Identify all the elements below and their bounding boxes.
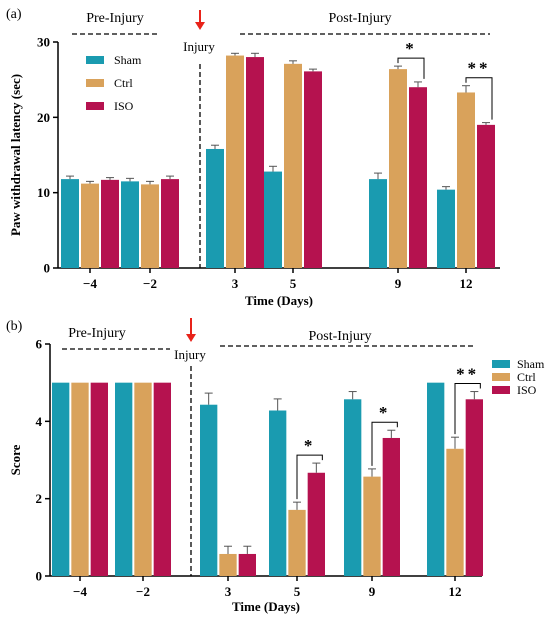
- injury-arrow-head: [195, 22, 205, 30]
- post-injury-label: Post-Injury: [309, 329, 372, 344]
- significance-bracket: [371, 421, 398, 466]
- bar-iso: [153, 382, 171, 576]
- bar-iso: [382, 437, 400, 576]
- x-axis-label: Time (Days): [232, 599, 300, 614]
- bar-sham: [269, 410, 287, 576]
- bar-sham: [264, 171, 282, 268]
- bar-iso: [101, 179, 119, 268]
- legend-label-sham: Sham: [114, 53, 142, 67]
- x-tick-label: −2: [136, 584, 150, 599]
- x-tick-label: 9: [369, 584, 376, 599]
- x-tick-label: 3: [232, 276, 239, 291]
- significance-bracket: [296, 454, 323, 500]
- bar-ctrl: [219, 553, 237, 576]
- x-tick-label: −2: [143, 276, 157, 291]
- bar-ctrl: [288, 509, 306, 576]
- bar-ctrl: [363, 476, 381, 576]
- legend-label-sham: Sham: [517, 357, 545, 371]
- bar-sham: [61, 179, 79, 268]
- legend-swatch-ctrl: [86, 79, 104, 87]
- significance-marker: **: [456, 365, 479, 384]
- bar-ctrl: [134, 382, 152, 576]
- bar-iso: [307, 472, 325, 576]
- y-tick-label: 30: [37, 35, 50, 50]
- significance-marker: *: [405, 39, 417, 58]
- bar-iso: [304, 71, 322, 268]
- legend-label-iso: ISO: [114, 99, 134, 113]
- panel-label: (b): [6, 319, 23, 334]
- y-tick-label: 2: [36, 491, 43, 506]
- bar-ctrl: [226, 55, 244, 269]
- legend-label-ctrl: Ctrl: [114, 76, 133, 90]
- legend-swatch-sham: [86, 56, 104, 64]
- bar-ctrl: [446, 448, 464, 576]
- x-tick-label: 3: [225, 584, 232, 599]
- bar-iso: [477, 124, 495, 268]
- bar-iso: [465, 399, 483, 576]
- post-injury-label: Post-Injury: [329, 11, 392, 26]
- legend-swatch-sham: [492, 360, 510, 368]
- x-axis-label: Time (Days): [245, 293, 313, 308]
- bar-sham: [115, 382, 133, 576]
- y-axis-label: Score: [8, 444, 23, 475]
- bar-iso: [90, 382, 108, 576]
- bar-ctrl: [389, 69, 407, 269]
- significance-bracket: [397, 57, 425, 79]
- y-tick-label: 0: [44, 261, 51, 276]
- x-tick-label: 12: [449, 584, 462, 599]
- bar-ctrl: [141, 184, 159, 268]
- bar-iso: [161, 179, 179, 268]
- bar-sham: [206, 148, 224, 268]
- y-tick-label: 20: [37, 110, 50, 125]
- y-axis-label: Paw withdrawal latency (sec): [8, 74, 23, 236]
- bar-sham: [369, 179, 387, 268]
- x-tick-label: 9: [395, 276, 402, 291]
- bar-sham: [344, 399, 362, 576]
- bar-ctrl: [81, 183, 99, 268]
- legend-label-ctrl: Ctrl: [517, 370, 536, 384]
- bar-sham: [200, 404, 218, 576]
- bar-sham: [52, 382, 70, 576]
- bar-ctrl: [457, 92, 475, 269]
- x-tick-label: 12: [460, 276, 473, 291]
- y-tick-label: 0: [36, 569, 43, 584]
- injury-label: Injury: [174, 347, 206, 362]
- legend-label-iso: ISO: [517, 383, 537, 397]
- x-tick-label: 5: [294, 584, 301, 599]
- significance-marker: **: [468, 59, 491, 78]
- bar-iso: [238, 553, 256, 576]
- bar-ctrl: [71, 382, 89, 576]
- x-tick-label: −4: [83, 276, 97, 291]
- legend-swatch-iso: [492, 386, 510, 394]
- panel-label: (a): [6, 7, 22, 22]
- bar-iso: [246, 57, 264, 268]
- bar-iso: [409, 87, 427, 268]
- significance-marker: *: [304, 436, 316, 455]
- bar-ctrl: [284, 63, 302, 269]
- pre-injury-label: Pre-Injury: [86, 11, 144, 26]
- bar-sham: [121, 181, 139, 268]
- legend-swatch-iso: [86, 102, 104, 110]
- y-tick-label: 10: [37, 185, 50, 200]
- pre-injury-label: Pre-Injury: [68, 326, 126, 341]
- y-tick-label: 4: [36, 414, 43, 429]
- injury-label: Injury: [183, 39, 215, 54]
- injury-arrow-head: [186, 334, 196, 342]
- y-tick-label: 6: [36, 337, 43, 352]
- significance-bracket: [454, 383, 481, 435]
- legend-swatch-ctrl: [492, 373, 510, 381]
- significance-bracket: [465, 77, 493, 120]
- bar-sham: [427, 382, 445, 576]
- x-tick-label: 5: [290, 276, 297, 291]
- x-tick-label: −4: [73, 584, 87, 599]
- bar-sham: [437, 189, 455, 268]
- significance-marker: *: [379, 403, 391, 422]
